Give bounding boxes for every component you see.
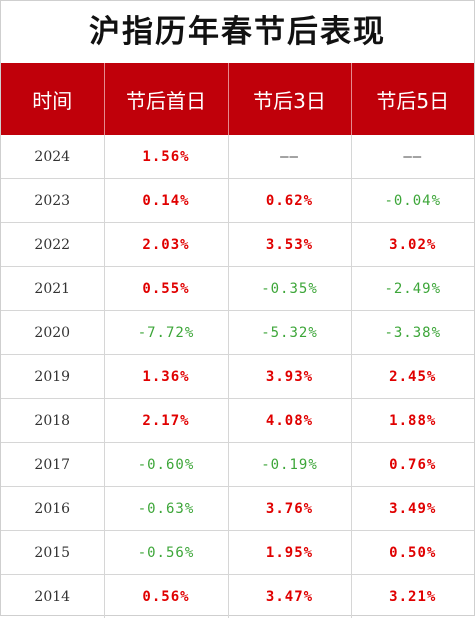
- header-row: 时间 节后首日 节后3日 节后5日: [1, 63, 474, 135]
- header-day1: 节后首日: [104, 63, 228, 135]
- year-cell: 2017: [1, 443, 104, 487]
- day1-cell: 2.03%: [104, 223, 228, 267]
- year-cell: 2023: [1, 179, 104, 223]
- day5-cell: 2.45%: [351, 355, 474, 399]
- table-header: 时间 节后首日 节后3日 节后5日: [1, 63, 474, 135]
- table-row: 2017 -0.60% -0.19% 0.76%: [1, 443, 474, 487]
- header-time: 时间: [1, 63, 104, 135]
- day3-cell: 1.95%: [228, 531, 351, 575]
- day1-cell: 1.36%: [104, 355, 228, 399]
- day5-cell: 3.02%: [351, 223, 474, 267]
- day5-cell: 0.50%: [351, 531, 474, 575]
- year-cell: 2020: [1, 311, 104, 355]
- table-row: 2015 -0.56% 1.95% 0.50%: [1, 531, 474, 575]
- day3-cell: -0.19%: [228, 443, 351, 487]
- header-day3: 节后3日: [228, 63, 351, 135]
- year-cell: 2021: [1, 267, 104, 311]
- table-row: 2021 0.55% -0.35% -2.49%: [1, 267, 474, 311]
- table-row: 2024 1.56% —— ——: [1, 135, 474, 179]
- day5-cell: 3.49%: [351, 487, 474, 531]
- day1-cell: 0.56%: [104, 575, 228, 618]
- year-cell: 2018: [1, 399, 104, 443]
- day5-cell: -3.38%: [351, 311, 474, 355]
- day5-cell: 3.21%: [351, 575, 474, 618]
- year-cell: 2014: [1, 575, 104, 618]
- day5-cell: ——: [351, 135, 474, 179]
- day3-cell: ——: [228, 135, 351, 179]
- day3-cell: 3.76%: [228, 487, 351, 531]
- day1-cell: 0.55%: [104, 267, 228, 311]
- day5-cell: -0.04%: [351, 179, 474, 223]
- day1-cell: -7.72%: [104, 311, 228, 355]
- day1-cell: -0.63%: [104, 487, 228, 531]
- table-row: 2016 -0.63% 3.76% 3.49%: [1, 487, 474, 531]
- table-row: 2022 2.03% 3.53% 3.02%: [1, 223, 474, 267]
- year-cell: 2022: [1, 223, 104, 267]
- day1-cell: -0.56%: [104, 531, 228, 575]
- day5-cell: 0.76%: [351, 443, 474, 487]
- day1-cell: 0.14%: [104, 179, 228, 223]
- day3-cell: 4.08%: [228, 399, 351, 443]
- day1-cell: 2.17%: [104, 399, 228, 443]
- day1-cell: 1.56%: [104, 135, 228, 179]
- table-row: 2023 0.14% 0.62% -0.04%: [1, 179, 474, 223]
- year-cell: 2019: [1, 355, 104, 399]
- table-row: 2020 -7.72% -5.32% -3.38%: [1, 311, 474, 355]
- table-row: 2019 1.36% 3.93% 2.45%: [1, 355, 474, 399]
- day1-cell: -0.60%: [104, 443, 228, 487]
- day3-cell: 3.47%: [228, 575, 351, 618]
- table-body: 2024 1.56% —— —— 2023 0.14% 0.62% -0.04%…: [1, 135, 474, 618]
- year-cell: 2015: [1, 531, 104, 575]
- day3-cell: -0.35%: [228, 267, 351, 311]
- day3-cell: 3.93%: [228, 355, 351, 399]
- day5-cell: 1.88%: [351, 399, 474, 443]
- header-day5: 节后5日: [351, 63, 474, 135]
- performance-table: 时间 节后首日 节后3日 节后5日 2024 1.56% —— —— 2023 …: [1, 63, 474, 618]
- day3-cell: 0.62%: [228, 179, 351, 223]
- table-row: 2018 2.17% 4.08% 1.88%: [1, 399, 474, 443]
- day3-cell: -5.32%: [228, 311, 351, 355]
- day5-cell: -2.49%: [351, 267, 474, 311]
- year-cell: 2016: [1, 487, 104, 531]
- year-cell: 2024: [1, 135, 104, 179]
- table-row: 2014 0.56% 3.47% 3.21%: [1, 575, 474, 618]
- day3-cell: 3.53%: [228, 223, 351, 267]
- page-title: 沪指历年春节后表现: [1, 1, 474, 63]
